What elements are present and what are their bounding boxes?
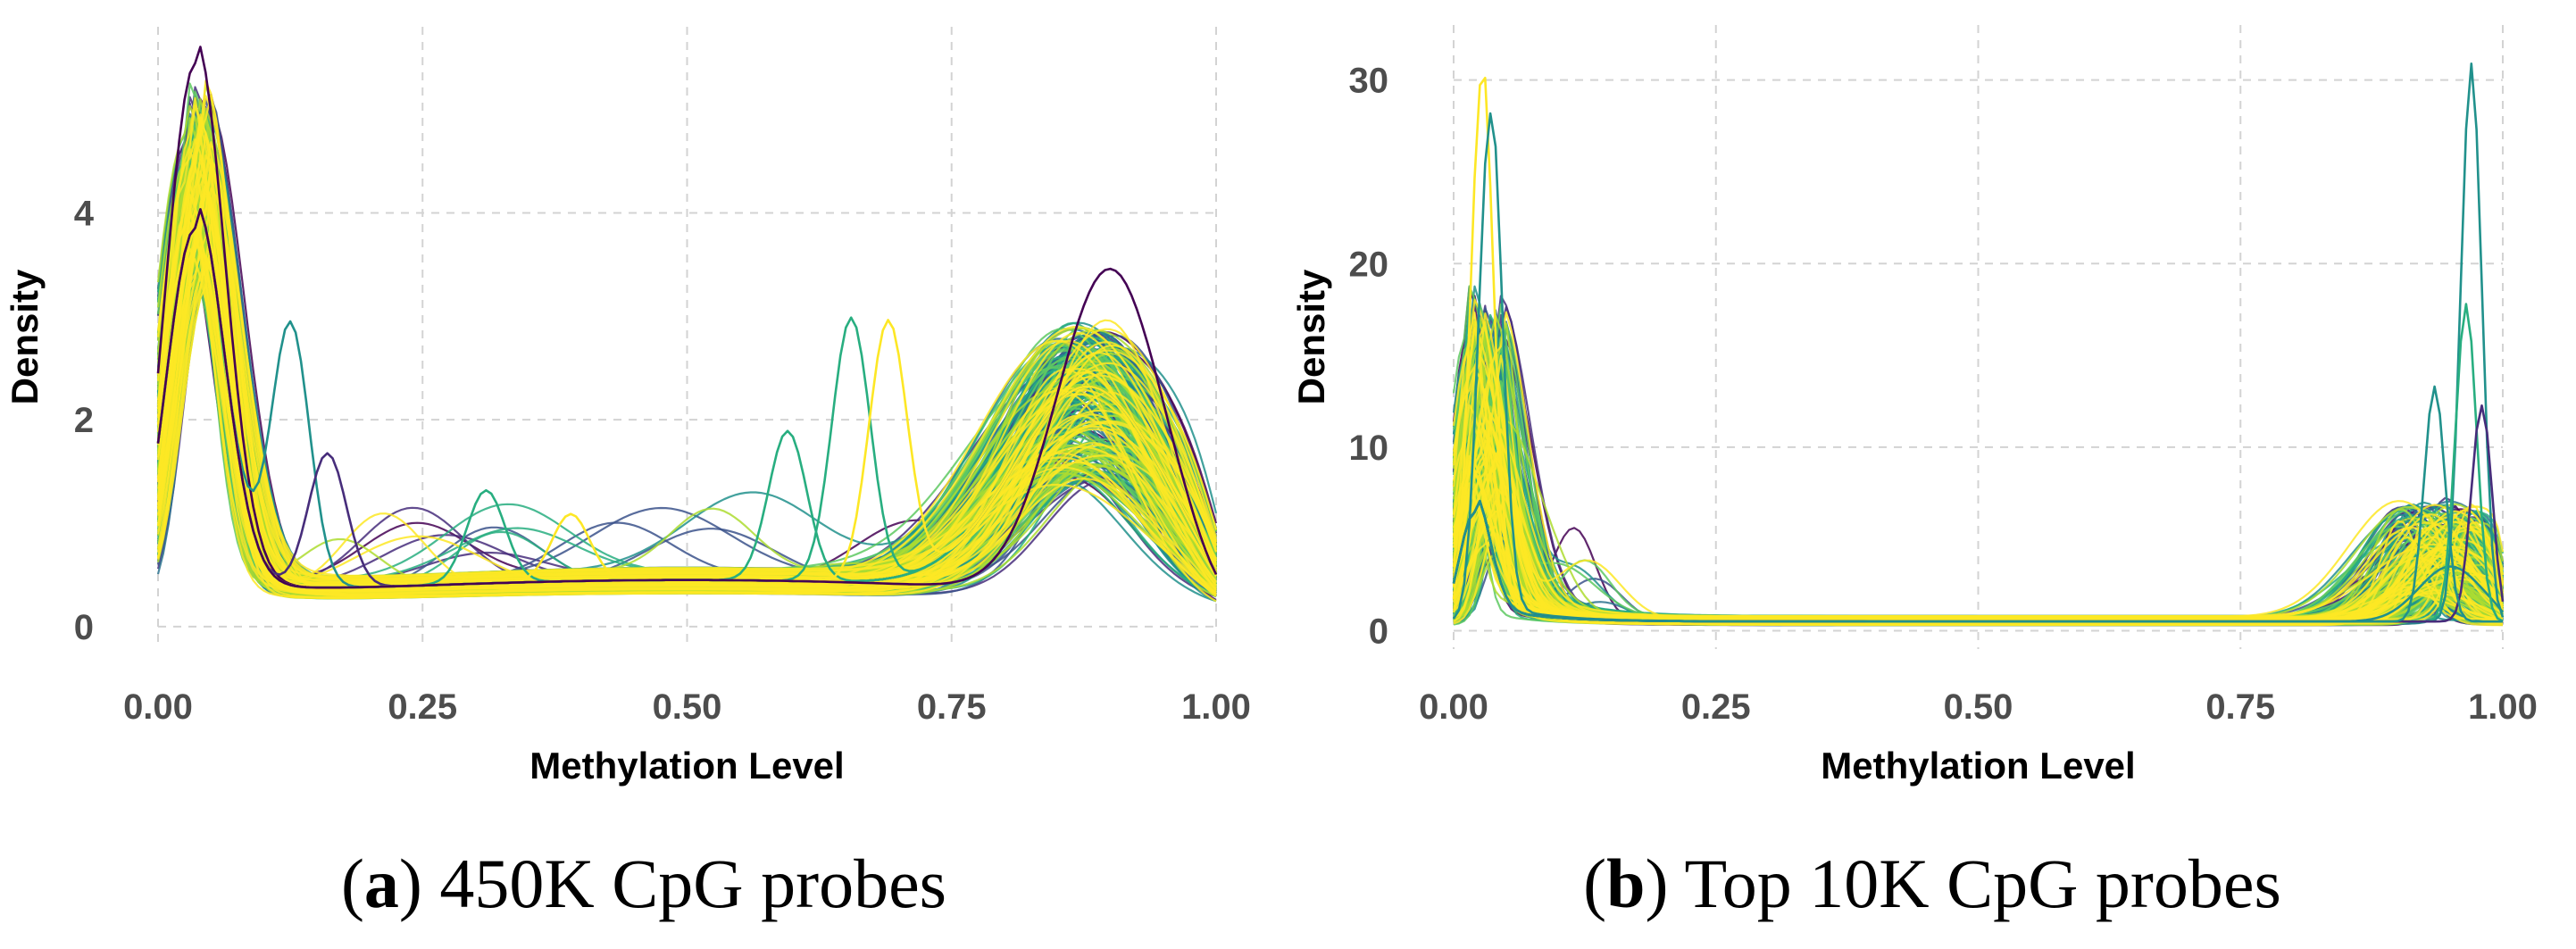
y-axis-title: Density [1290, 269, 1332, 404]
x-tick-label: 0.00 [1419, 687, 1488, 727]
panel-a: 0.00 0.25 0.50 0.75 1.00 0 2 4 Methylation Level… [4, 27, 1251, 922]
y-tick-label: 30 [1349, 62, 1389, 101]
panel-b: 0.00 0.25 0.50 0.75 1.00 0 10 20 30 Methylation L… [1288, 0, 2576, 949]
caption-a-letter: a [363, 845, 399, 922]
density-curve [156, 251, 1217, 591]
caption-b-letter: b [1606, 845, 1646, 922]
caption-b-text: Top 10K CpG probes [1684, 845, 2281, 922]
x-tick-label: 0.50 [653, 687, 722, 727]
y-tick-label: 10 [1349, 429, 1389, 468]
y-tick-label: 0 [74, 608, 94, 647]
y-tick-label: 4 [74, 195, 95, 234]
density-curve [1452, 298, 2504, 620]
density-curve [1452, 385, 2503, 623]
density-curve [156, 158, 1217, 593]
x-tick-label: 0.75 [2205, 687, 2275, 727]
x-tick-label: 0.25 [388, 687, 457, 727]
x-tick-label: 0.00 [123, 687, 193, 727]
caption-b: (b) Top 10K CpG probes [1583, 845, 2281, 922]
x-tick-label: 1.00 [2468, 687, 2538, 727]
density-curves [1452, 62, 2505, 627]
x-axis-title: Methylation Level [1821, 745, 2135, 787]
caption-a-text: 450K CpG probes [439, 845, 947, 922]
density-curve [156, 208, 1218, 589]
density-curve [1452, 416, 2505, 625]
density-curve [1452, 305, 2504, 618]
x-tick-label: 0.25 [1681, 687, 1751, 727]
x-tick-label: 1.00 [1181, 687, 1251, 727]
y-tick-label: 0 [1369, 612, 1388, 651]
density-curve [1453, 440, 2504, 618]
x-tick-label: 0.75 [917, 687, 987, 727]
density-curve [156, 117, 1217, 594]
y-tick-label: 20 [1349, 245, 1389, 284]
density-plot-b: 0.00 0.25 0.50 0.75 1.00 0 10 20 30 Methylation L… [1290, 25, 2538, 787]
density-curves [156, 46, 1218, 603]
density-plot-a: 0.00 0.25 0.50 0.75 1.00 0 2 4 Methylation Level… [4, 27, 1251, 787]
caption-a: (a) 450K CpG probes [340, 845, 947, 922]
density-curve [156, 153, 1217, 597]
gridlines [1453, 25, 2504, 649]
y-axis-title: Density [4, 269, 46, 404]
y-tick-label: 2 [74, 401, 94, 440]
x-tick-label: 0.50 [1944, 687, 2013, 727]
x-axis-title: Methylation Level [529, 745, 844, 787]
